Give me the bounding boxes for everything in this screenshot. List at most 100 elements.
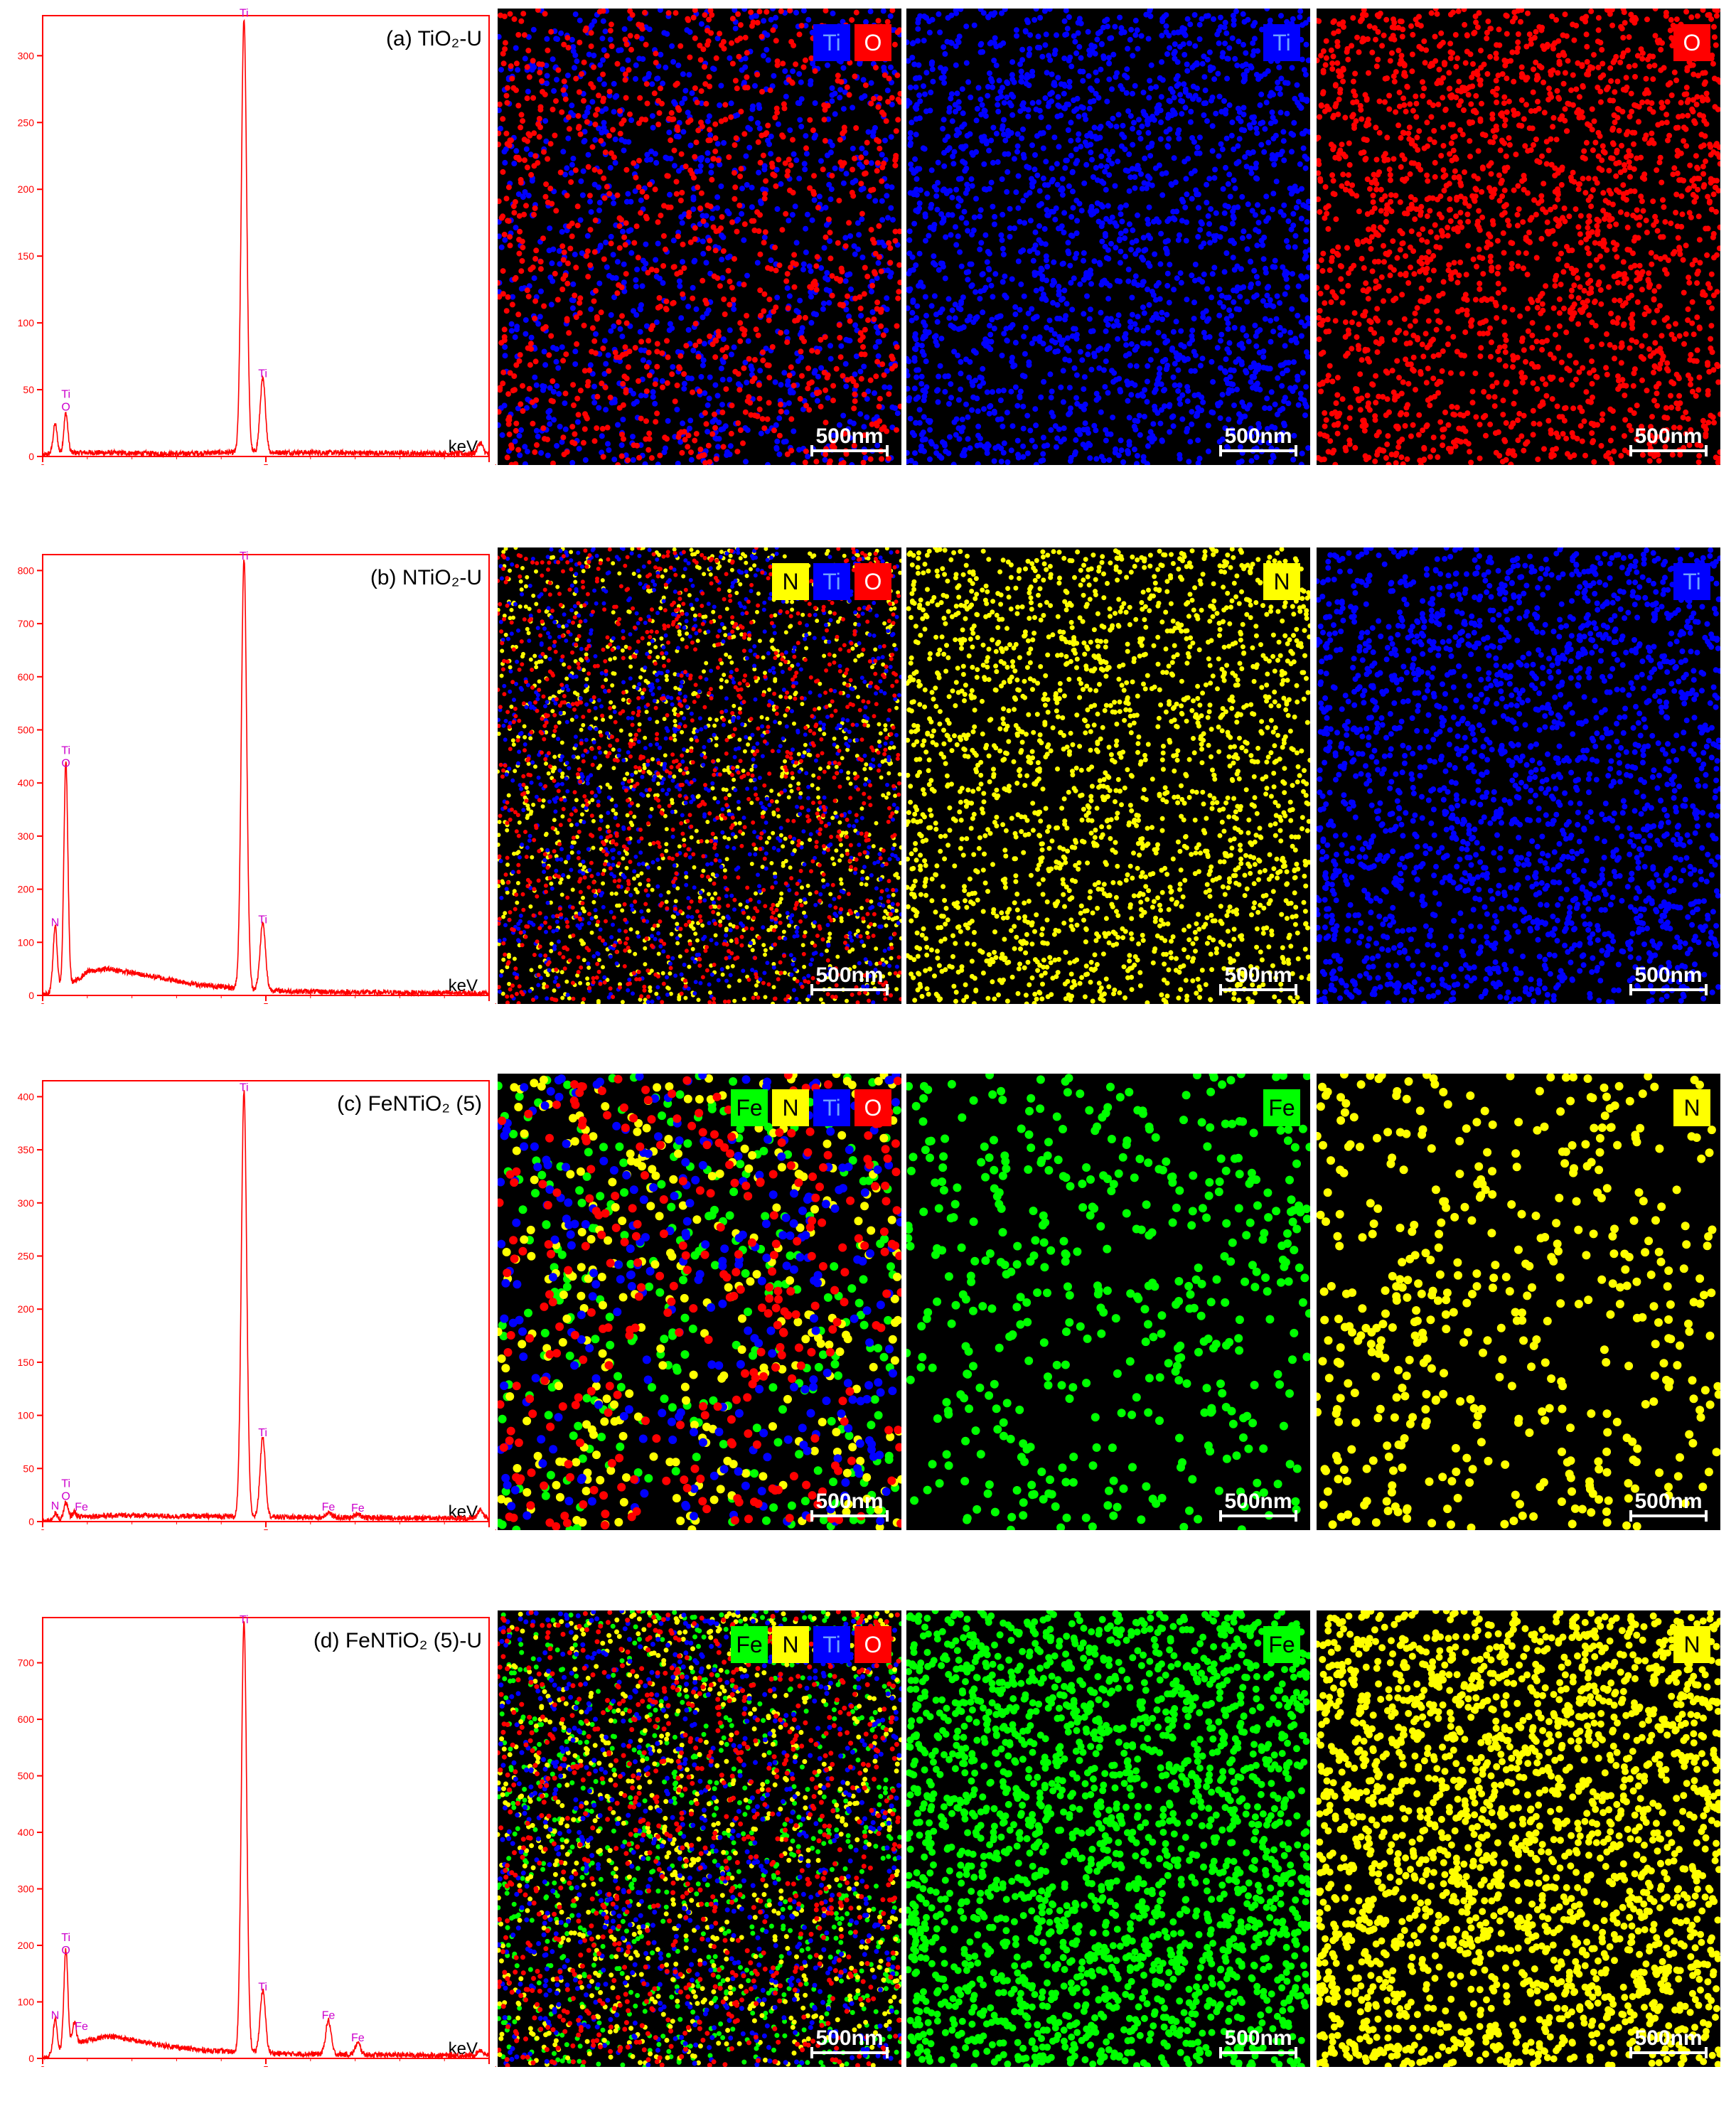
element-badge-ti: Ti [813,1089,850,1126]
scale-bar-line [1219,1514,1297,1517]
element-badge-fe: Fe [731,1089,768,1126]
map-dots [906,1610,1310,2067]
element-dots-n [906,547,1310,1004]
y-tick-label: 200 [18,1303,35,1315]
element-badge-ti: Ti [813,1626,850,1663]
y-tick-label: 150 [18,250,35,262]
scale-bar-line [1629,2051,1708,2054]
panel-title: (b) NTiO₂-U [370,566,482,590]
scale-bar: 500nm [1629,425,1708,452]
eds-map-o: O 500nm [1317,9,1720,465]
eds-spectrum: 0501001502002503003504000510keVNOTiFeTiT… [0,1074,496,1530]
scale-bar-label: 500nm [1629,2027,1708,2050]
map-dots [498,1610,901,2067]
element-badge-n: N [772,1089,809,1126]
x-tick-label: 5 [263,1527,269,1530]
peak-label: N [51,917,60,929]
map-dots [498,9,901,465]
x-tick-label: 5 [263,461,269,465]
scale-bar-line [1219,988,1297,991]
element-legend: N [1673,1089,1710,1126]
peak-label: Ti [61,1932,70,1944]
y-tick-label: 300 [18,1883,35,1895]
peak-label: Ti [61,1478,70,1490]
scale-bar: 500nm [1219,1490,1297,1517]
y-tick-label: 0 [28,2053,34,2064]
eds-map-fe-n-ti-o: Fe N Ti O 500nm [498,1610,901,2067]
y-tick-label: 200 [18,1940,35,1951]
element-legend: N [1263,563,1300,600]
eds-map-ti-o: Ti O 500nm [498,9,901,465]
y-tick-label: 350 [18,1144,35,1155]
peak-label: Ti [258,1427,267,1439]
element-badge-fe: Fe [731,1626,768,1663]
scale-bar: 500nm [810,425,889,452]
peak-label: O [61,1945,70,1957]
panel-title: (d) FeNTiO₂ (5)-U [314,1629,482,1653]
element-badge-ti: Ti [1263,24,1300,61]
y-tick-label: 500 [18,1770,35,1782]
x-tick-label: 5 [263,2063,269,2067]
y-tick-label: 700 [18,618,35,629]
map-dots [1317,1610,1720,2067]
eds-map-ti: Ti 500nm [906,9,1310,465]
y-tick-label: 300 [18,830,35,842]
peak-label: Ti [61,389,70,401]
x-tick-label: 10 [493,2063,496,2067]
peak-label: Ti [240,1081,249,1094]
spectrum-svg: 0501001502002503000510keVOTiTiTi [0,9,496,465]
map-dots [1317,9,1720,465]
element-dots-fe [906,1074,1310,1530]
scale-bar-line [810,1514,889,1517]
element-badge-o: O [854,1626,891,1663]
peak-label: Fe [351,2032,365,2044]
map-dots [1317,1074,1720,1530]
scale-bar-label: 500nm [810,964,889,987]
scale-bar-label: 500nm [1219,1490,1297,1513]
scale-bar-label: 500nm [1219,2027,1297,2050]
x-tick-label: 0 [40,2063,45,2067]
spectrum-svg: 01002003004005006007000510keVNOTiFeTiTiF… [0,1610,496,2067]
element-dots-o [498,547,901,1004]
element-dots-ti [906,9,1310,465]
peak-label: Fe [322,1502,336,1514]
element-badge-ti: Ti [813,563,850,600]
scale-bar-label: 500nm [810,425,889,448]
element-legend: Fe N Ti O [731,1626,891,1663]
element-legend: Fe N Ti O [731,1089,891,1126]
element-badge-o: O [854,24,891,61]
element-badge-ti: Ti [1673,563,1710,600]
y-tick-label: 400 [18,1827,35,1838]
y-tick-label: 0 [28,990,34,1001]
peak-label: Ti [258,914,267,926]
y-tick-label: 500 [18,725,35,736]
map-dots [906,1074,1310,1530]
spectrum-line [43,560,489,995]
element-badge-o: O [854,563,891,600]
y-tick-label: 100 [18,317,35,328]
map-dots [498,547,901,1004]
y-tick-label: 100 [18,1997,35,2008]
peak-label: N [51,1500,60,1512]
eds-map-n: N 500nm [1317,1074,1720,1530]
element-badge-o: O [854,1089,891,1126]
scale-bar: 500nm [1219,2027,1297,2054]
peak-label: Fe [75,2021,88,2033]
peak-label: O [61,1491,70,1503]
y-tick-label: 100 [18,1410,35,1421]
element-legend: Fe [1263,1089,1300,1126]
eds-map-n: N 500nm [906,547,1310,1004]
scale-bar: 500nm [1219,425,1297,452]
y-tick-label: 0 [28,1516,34,1527]
spectrum-svg: 0501001502002503003504000510keVNOTiFeTiT… [0,1074,496,1530]
scale-bar-label: 500nm [810,2027,889,2050]
spectrum-line [43,21,489,456]
element-dots-o [1317,9,1720,465]
eds-map-n-ti-o: N Ti O 500nm [498,547,901,1004]
scale-bar: 500nm [1219,964,1297,991]
y-tick-label: 300 [18,50,35,61]
peak-label: O [61,757,70,769]
element-badge-fe: Fe [1263,1626,1300,1663]
map-dots [1317,547,1720,1004]
x-tick-label: 10 [493,1000,496,1004]
